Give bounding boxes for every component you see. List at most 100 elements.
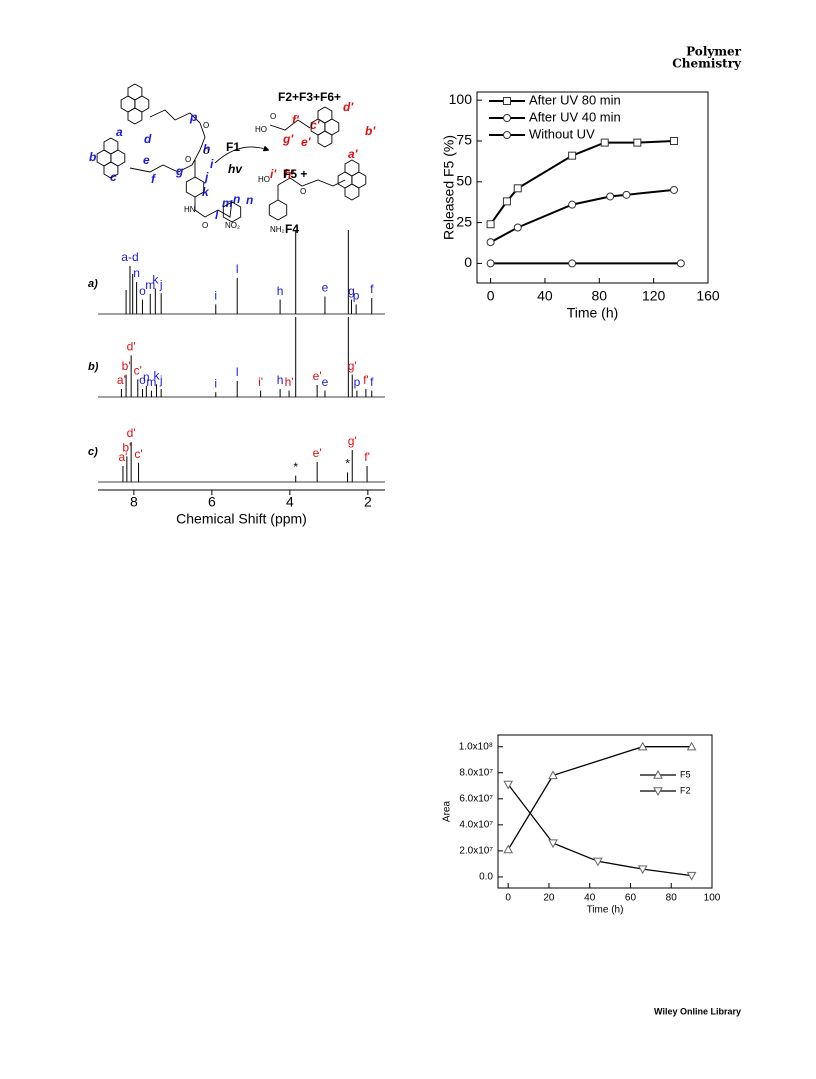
scheme — [129, 109, 346, 218]
x-tick-label: 100 — [704, 893, 721, 904]
atom: O — [185, 155, 191, 164]
atom-label: d' — [343, 100, 354, 114]
marker — [622, 190, 631, 199]
footer: Wiley Online Library — [654, 1006, 741, 1016]
bond — [149, 109, 201, 124]
trace-label: a) — [88, 278, 98, 290]
atom: HO — [258, 175, 270, 184]
bond — [199, 122, 206, 151]
atom-label: k — [202, 185, 210, 199]
x-tick-label: 0 — [505, 893, 511, 904]
ring — [127, 107, 143, 125]
ring — [344, 183, 360, 201]
trace-label: c) — [88, 446, 98, 458]
peak-label: d' — [127, 340, 136, 354]
peak-label: e — [322, 375, 329, 389]
marker — [548, 839, 558, 849]
legend-marker — [653, 787, 663, 797]
marker — [600, 138, 609, 147]
marker — [593, 857, 603, 867]
light: hv — [228, 162, 243, 176]
atom-label: e' — [301, 135, 312, 149]
marker — [503, 780, 514, 790]
legend-label: After UV 40 min — [529, 109, 621, 124]
peak-label: h — [277, 284, 284, 298]
legend-marker — [503, 131, 511, 139]
peak-label: f' — [364, 450, 370, 464]
x-tick-label: 80 — [666, 893, 678, 904]
atom-label: h' — [284, 167, 295, 181]
marker — [513, 184, 522, 193]
peak-label: k — [153, 368, 160, 382]
x-tick-label: 20 — [543, 893, 555, 904]
atom: HN — [184, 205, 196, 214]
x-tick-label: 4 — [286, 494, 294, 510]
peak-label: i' — [258, 375, 263, 389]
ring — [222, 201, 242, 223]
x-tick-label: 0 — [487, 288, 495, 304]
ring — [185, 176, 205, 198]
y-tick-label: 50 — [456, 172, 472, 188]
atom: O — [202, 221, 208, 230]
marker — [568, 200, 577, 209]
products: F5 + — [283, 167, 307, 181]
peak-label: k — [152, 273, 159, 287]
peak-label: c' — [134, 447, 142, 461]
bond — [277, 177, 346, 187]
ring — [344, 159, 360, 177]
marker — [503, 844, 514, 854]
peak-label: n — [133, 266, 140, 280]
peak-label: j — [159, 277, 163, 291]
peak-label: i — [214, 289, 217, 303]
plot-frame — [476, 91, 709, 284]
peak-label: d' — [127, 426, 136, 440]
marker — [486, 259, 495, 268]
peak-label: m — [146, 375, 156, 389]
journal-name: Chemistry — [672, 57, 742, 71]
peak-label: o — [139, 373, 146, 387]
atom-label: g — [175, 164, 184, 178]
atom: O — [270, 112, 276, 121]
series-line — [490, 188, 675, 244]
atom-label: c' — [310, 118, 321, 132]
bond — [269, 119, 311, 131]
peak-label: g' — [348, 359, 357, 373]
x-tick-label: 60 — [625, 893, 637, 904]
atom-label: i' — [270, 167, 277, 181]
marker — [606, 192, 615, 201]
peak-label: p — [354, 375, 361, 389]
series-line — [507, 746, 692, 850]
atom-label: m — [222, 196, 233, 210]
peak-label: j — [159, 373, 163, 387]
legend-marker — [503, 114, 511, 122]
marker — [568, 259, 577, 268]
journal-name: Polymer — [686, 45, 742, 59]
y-tick-label: 100 — [449, 91, 473, 107]
atom-label: h — [203, 142, 210, 156]
peak-label: l — [236, 262, 239, 276]
peak-label: * — [345, 457, 350, 471]
atom-label: l — [215, 208, 219, 222]
atom-label: f — [151, 172, 156, 186]
scheme-labels: a b c d e f g h i j k l m n n p c' d' b'… — [89, 100, 376, 222]
atom-label: f' — [292, 113, 300, 127]
y-axis-label: Area — [442, 801, 453, 823]
marker — [637, 865, 648, 875]
peak-label: h' — [285, 375, 294, 389]
x-axis-label: Time (h) — [567, 305, 619, 321]
y-tick-label: 0.0 — [479, 872, 493, 883]
peak-label: b' — [122, 441, 131, 455]
x-tick-label: 160 — [696, 288, 720, 304]
plot-frame — [497, 734, 713, 889]
peak-label: p — [353, 289, 360, 303]
atom: O — [203, 121, 209, 130]
legend-label: Without UV — [529, 126, 595, 141]
y-tick-label: 4.0x10⁷ — [459, 819, 493, 830]
peak-label: f — [370, 375, 374, 389]
atom: HO — [255, 125, 267, 134]
atom-label: a' — [348, 147, 359, 161]
ring — [317, 130, 333, 148]
legend-marker — [503, 97, 511, 105]
peak-label: a' — [117, 373, 126, 387]
